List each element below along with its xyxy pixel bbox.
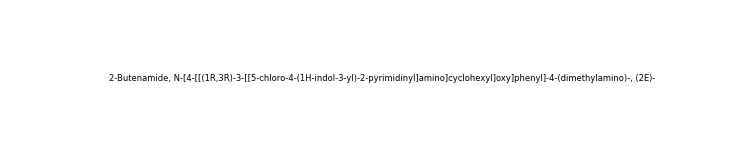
Text: 2-Butenamide, N-[4-[[(1R,3R)-3-[[5-chloro-4-(1H-indol-3-yl)-2-pyrimidinyl]amino]: 2-Butenamide, N-[4-[[(1R,3R)-3-[[5-chlor… [109, 74, 656, 83]
